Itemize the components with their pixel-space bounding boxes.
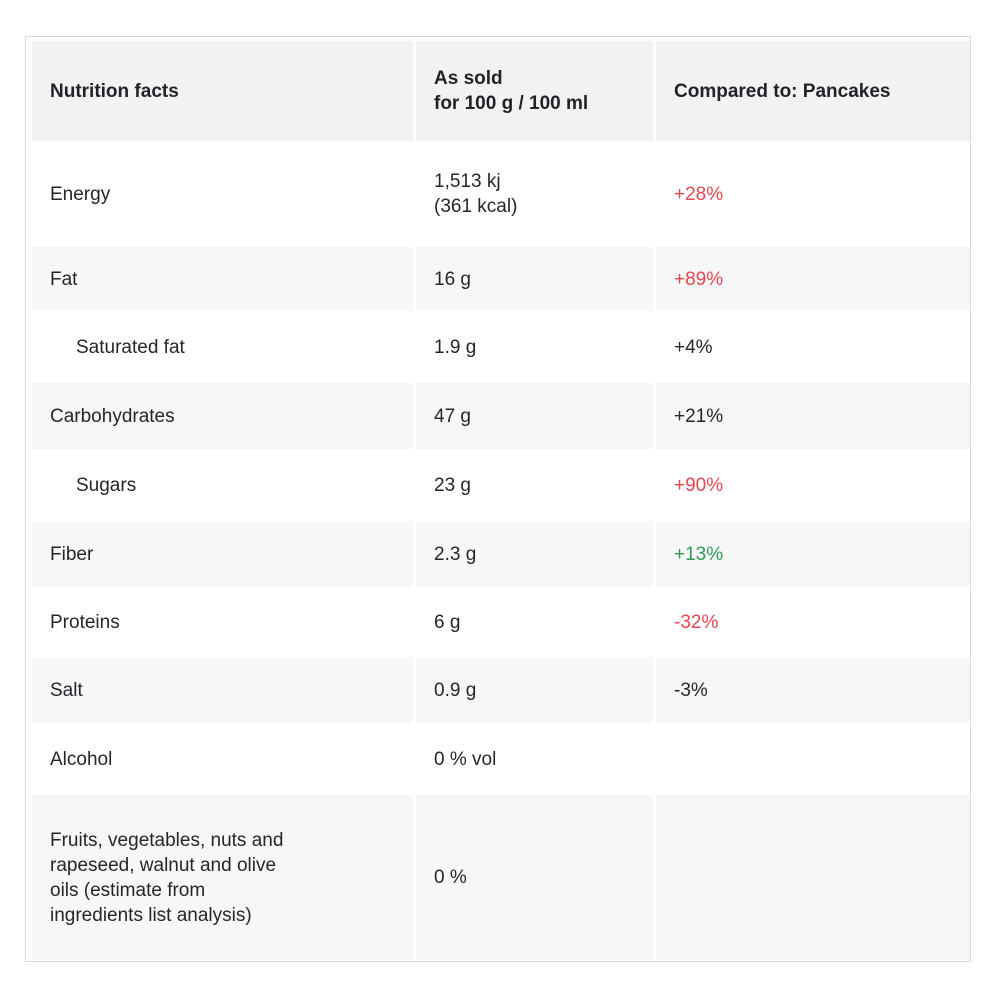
nutrient-value: 0 % vol [416, 725, 653, 793]
compare-value [656, 795, 970, 960]
nutrient-name: Fruits, vegetables, nuts and rapeseed, w… [32, 795, 413, 960]
nutrient-name: Carbohydrates [32, 383, 413, 449]
nutrient-name: Salt [32, 657, 413, 723]
value-line2: (361 kcal) [434, 196, 518, 217]
header-nutrition-facts: Nutrition facts [32, 41, 413, 141]
compare-value: +28% [656, 143, 970, 245]
nutrition-facts-table: Nutrition facts As sold for 100 g / 100 … [29, 39, 973, 962]
nutrient-name: Fiber [32, 521, 413, 587]
table-row-proteins: Proteins 6 g -32% [32, 589, 970, 655]
table-row-fiber: Fiber 2.3 g +13% [32, 521, 970, 587]
nutrient-value: 2.3 g [416, 521, 653, 587]
name-line3: oils (estimate from [50, 879, 206, 901]
nutrient-value: 1.9 g [416, 313, 653, 381]
nutrient-name: Saturated fat [32, 313, 413, 381]
compare-value: +90% [656, 451, 970, 519]
nutrient-name: Sugars [32, 451, 413, 519]
header-as-sold-line1: As sold [434, 68, 503, 89]
nutrient-value: 23 g [416, 451, 653, 519]
name-line1: Fruits, vegetables, nuts and [50, 829, 284, 851]
compare-value: +89% [656, 247, 970, 311]
header-as-sold: As sold for 100 g / 100 ml [416, 41, 653, 141]
table-row-fruits-vegetables: Fruits, vegetables, nuts and rapeseed, w… [32, 795, 970, 960]
nutrient-name: Proteins [32, 589, 413, 655]
table-row-energy: Energy 1,513 kj (361 kcal) +28% [32, 143, 970, 245]
compare-value [656, 725, 970, 793]
table-row-fat: Fat 16 g +89% [32, 247, 970, 311]
nutrient-value: 47 g [416, 383, 653, 449]
nutrition-table-container: Nutrition facts As sold for 100 g / 100 … [25, 36, 971, 962]
nutrient-value: 0 % [416, 795, 653, 960]
nutrient-value: 16 g [416, 247, 653, 311]
compare-value: +13% [656, 521, 970, 587]
header-as-sold-line2: for 100 g / 100 ml [434, 93, 589, 114]
nutrient-name: Alcohol [32, 725, 413, 793]
header-compared-to: Compared to: Pancakes [656, 41, 970, 141]
table-row-salt: Salt 0.9 g -3% [32, 657, 970, 723]
nutrient-value: 0.9 g [416, 657, 653, 723]
name-line2: rapeseed, walnut and olive [50, 854, 277, 876]
nutrient-name: Fat [32, 247, 413, 311]
nutrient-value: 6 g [416, 589, 653, 655]
compare-value: -32% [656, 589, 970, 655]
compare-value: +21% [656, 383, 970, 449]
table-header-row: Nutrition facts As sold for 100 g / 100 … [32, 41, 970, 141]
table-row-sugars: Sugars 23 g +90% [32, 451, 970, 519]
compare-value: -3% [656, 657, 970, 723]
name-line4: ingredients list analysis) [50, 904, 252, 926]
table-row-carbohydrates: Carbohydrates 47 g +21% [32, 383, 970, 449]
nutrient-value: 1,513 kj (361 kcal) [416, 143, 653, 245]
nutrient-name: Energy [32, 143, 413, 245]
compare-value: +4% [656, 313, 970, 381]
table-row-alcohol: Alcohol 0 % vol [32, 725, 970, 793]
value-line1: 1,513 kj [434, 171, 501, 192]
table-row-saturated-fat: Saturated fat 1.9 g +4% [32, 313, 970, 381]
